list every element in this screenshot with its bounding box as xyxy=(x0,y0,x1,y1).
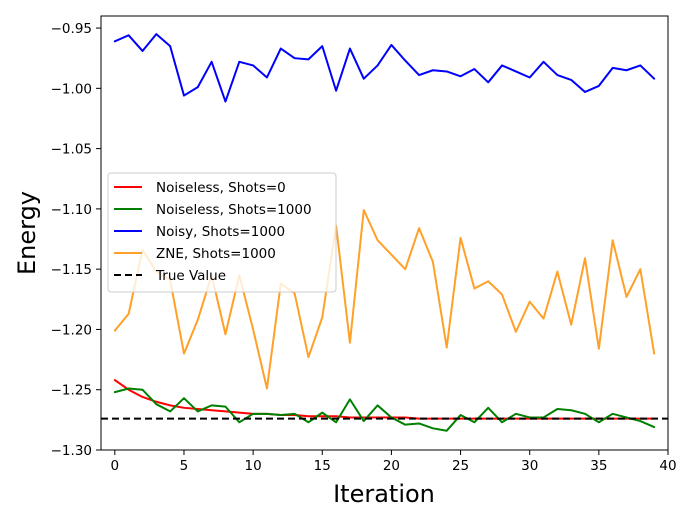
legend-label-noisy-shots-1000: Noisy, Shots=1000 xyxy=(156,224,285,240)
legend-label-zne-shots-1000: ZNE, Shots=1000 xyxy=(156,246,276,262)
x-tick-label: 0 xyxy=(111,458,120,474)
legend-label-true-value: True Value xyxy=(155,268,226,284)
y-tick-label: −1.20 xyxy=(51,322,92,338)
y-axis: −1.30 −1.25 −1.20 −1.15 −1.10 −1.05 −1.00 −0.95 xyxy=(51,21,101,459)
x-tick-label: 20 xyxy=(383,458,400,474)
x-tick-label: 30 xyxy=(521,458,538,474)
series-line-zne-shots-1000 xyxy=(113,209,656,390)
x-tick-label: 10 xyxy=(245,458,262,474)
plot-frame xyxy=(100,15,669,451)
x-tick-label: 40 xyxy=(659,458,676,474)
x-tick-label: 5 xyxy=(180,458,189,474)
y-tick-label: −1.25 xyxy=(51,383,92,399)
x-tick-label: 35 xyxy=(590,458,607,474)
y-tick-label: −1.15 xyxy=(51,262,92,278)
legend-label-noiseless-shots-0: Noiseless, Shots=0 xyxy=(156,180,286,196)
series-layer xyxy=(101,33,668,432)
y-tick-label: −1.05 xyxy=(51,142,92,158)
x-tick-label: 25 xyxy=(452,458,469,474)
y-tick-label: −1.00 xyxy=(51,81,92,97)
legend: Noiseless, Shots=0 Noiseless, Shots=1000 N… xyxy=(107,172,337,293)
series-line-noiseless-shots-0 xyxy=(113,379,656,420)
x-tick-label: 15 xyxy=(314,458,331,474)
x-axis-title: Iteration xyxy=(333,480,435,508)
y-tick-label: −0.95 xyxy=(51,21,92,37)
series-line-noiseless-shots-1000 xyxy=(113,387,656,432)
legend-label-noiseless-shots-1000: Noiseless, Shots=1000 xyxy=(156,202,312,218)
y-tick-label: −1.30 xyxy=(51,443,92,459)
y-tick-label: −1.10 xyxy=(51,202,92,218)
x-axis: 0 5 10 15 20 25 30 35 40 xyxy=(111,450,677,474)
legend-box xyxy=(107,172,337,293)
y-axis-title: Energy xyxy=(13,191,41,275)
series-line-noisy-shots-1000 xyxy=(113,33,656,103)
